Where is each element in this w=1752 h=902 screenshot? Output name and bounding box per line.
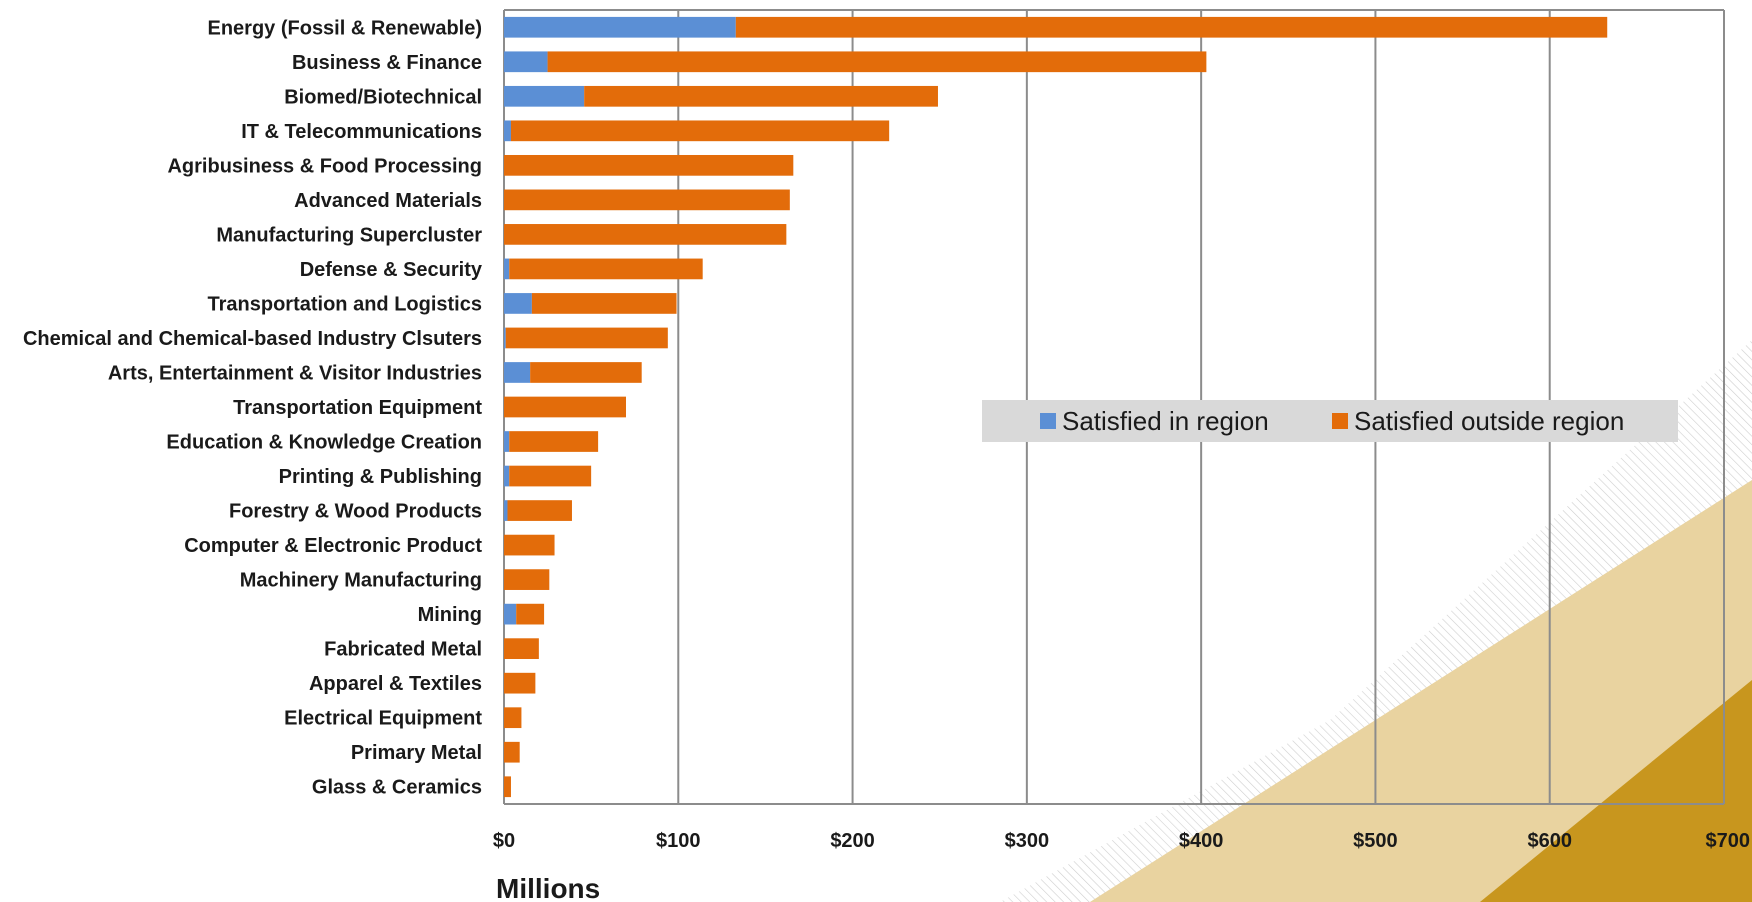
bar-satisfied-outside-region	[509, 431, 599, 452]
bar-satisfied-outside-region	[530, 362, 642, 383]
category-label: Primary Metal	[351, 742, 482, 764]
bar-satisfied-outside-region	[504, 741, 520, 763]
x-axis-title: Millions	[496, 873, 600, 902]
bar-satisfied-in-region	[504, 258, 510, 280]
category-label: Transportation and Logistics	[208, 293, 482, 315]
category-label: Electrical Equipment	[284, 708, 482, 730]
bar-satisfied-outside-region	[504, 707, 522, 729]
bar-satisfied-in-region	[504, 16, 736, 38]
bar-satisfied-outside-region	[504, 672, 536, 694]
bar-satisfied-outside-region	[507, 500, 572, 521]
category-label: Chemical and Chemical-based Industry Cls…	[23, 328, 482, 350]
bar-satisfied-outside-region	[505, 327, 668, 349]
bar-satisfied-in-region	[504, 431, 510, 452]
category-label: Advanced Materials	[294, 190, 482, 212]
bar-satisfied-in-region	[504, 120, 511, 142]
category-label: Printing & Publishing	[279, 466, 482, 488]
bar-satisfied-outside-region	[504, 154, 794, 176]
bar-satisfied-outside-region	[504, 776, 511, 798]
category-label: Fabricated Metal	[324, 639, 482, 661]
bar-satisfied-in-region	[504, 327, 506, 349]
bar-satisfied-in-region	[504, 465, 510, 487]
category-label: Manufacturing Supercluster	[216, 224, 482, 246]
bar-satisfied-outside-region	[504, 638, 539, 660]
category-label: Forestry & Wood Products	[229, 501, 482, 523]
bar-satisfied-outside-region	[504, 224, 787, 245]
x-tick-label: $0	[493, 830, 515, 852]
bar-satisfied-outside-region	[509, 258, 703, 280]
category-label: Biomed/Biotechnical	[284, 86, 482, 108]
category-label: Agribusiness & Food Processing	[167, 155, 482, 177]
bar-satisfied-outside-region	[516, 603, 545, 625]
category-label: Apparel & Textiles	[309, 673, 482, 695]
category-label: IT & Telecommunications	[241, 121, 482, 143]
bar-satisfied-in-region	[504, 603, 517, 625]
x-tick-label: $600	[1527, 830, 1572, 852]
category-label: Machinery Manufacturing	[240, 570, 482, 592]
legend-label: Satisfied in region	[1062, 406, 1269, 436]
category-label: Transportation Equipment	[233, 397, 482, 419]
bar-satisfied-in-region	[504, 85, 585, 107]
bar-satisfied-outside-region	[531, 293, 677, 314]
legend: Satisfied in region Satisfied outside reg…	[982, 400, 1678, 442]
bar-satisfied-in-region	[504, 500, 508, 521]
category-label: Energy (Fossil & Renewable)	[207, 17, 482, 39]
legend-box	[982, 400, 1678, 442]
bar-satisfied-outside-region	[504, 396, 626, 418]
category-label: Defense & Security	[300, 259, 483, 281]
bar-satisfied-in-region	[504, 362, 531, 383]
x-tick-label: $100	[656, 830, 701, 852]
bar-satisfied-outside-region	[504, 534, 555, 556]
legend-swatch	[1040, 413, 1056, 429]
light-gold-wedge	[1090, 480, 1752, 902]
category-label: Glass & Ceramics	[312, 777, 482, 799]
bar-satisfied-in-region	[504, 293, 532, 314]
category-label: Computer & Electronic Product	[184, 535, 482, 557]
bar-satisfied-outside-region	[509, 465, 592, 487]
bar-satisfied-outside-region	[584, 85, 938, 107]
bar-satisfied-outside-region	[510, 120, 890, 142]
bar-satisfied-outside-region	[504, 189, 790, 211]
legend-label: Satisfied outside region	[1354, 406, 1624, 436]
bar-satisfied-in-region	[504, 51, 548, 73]
bar-satisfied-outside-region	[735, 16, 1608, 38]
category-label: Education & Knowledge Creation	[166, 432, 482, 454]
x-tick-label: $500	[1353, 830, 1398, 852]
gold-wedge	[1480, 680, 1752, 902]
category-labels: Energy (Fossil & Renewable) Business & Fi…	[23, 17, 483, 798]
legend-swatch	[1332, 413, 1348, 429]
decorative-background	[1000, 340, 1752, 902]
bars	[504, 16, 1608, 798]
x-tick-label: $200	[830, 830, 875, 852]
bar-satisfied-outside-region	[547, 51, 1207, 73]
category-label: Business & Finance	[292, 52, 482, 74]
category-label: Mining	[418, 604, 482, 626]
x-axis-ticks: $0 $100 $200 $300 $400 $500 $600 $700	[493, 830, 1750, 852]
x-tick-label: $300	[1005, 830, 1050, 852]
category-label: Arts, Entertainment & Visitor Industries	[108, 362, 482, 384]
x-tick-label: $400	[1179, 830, 1224, 852]
x-tick-label: $700	[1706, 830, 1751, 852]
bar-satisfied-outside-region	[504, 569, 550, 590]
